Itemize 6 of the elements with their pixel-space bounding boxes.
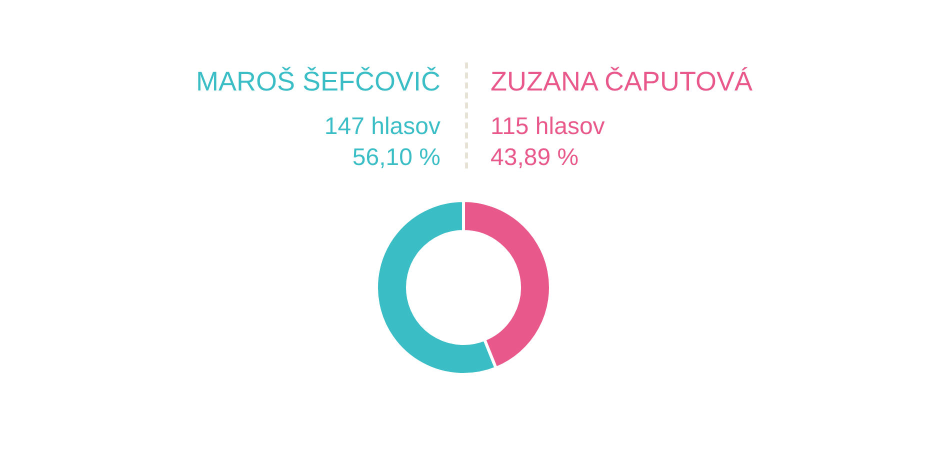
slice-label: ZUZANA ČAPUTOVÁ (490, 66, 753, 96)
data-label: 115 hlasov (490, 113, 605, 140)
text: 43,89 % (490, 144, 579, 171)
text: 56,10 % (352, 144, 441, 171)
data-label: 147 hlasov (324, 113, 441, 140)
slice-label: MAROŠ ŠEFČOVIČ (196, 66, 440, 96)
